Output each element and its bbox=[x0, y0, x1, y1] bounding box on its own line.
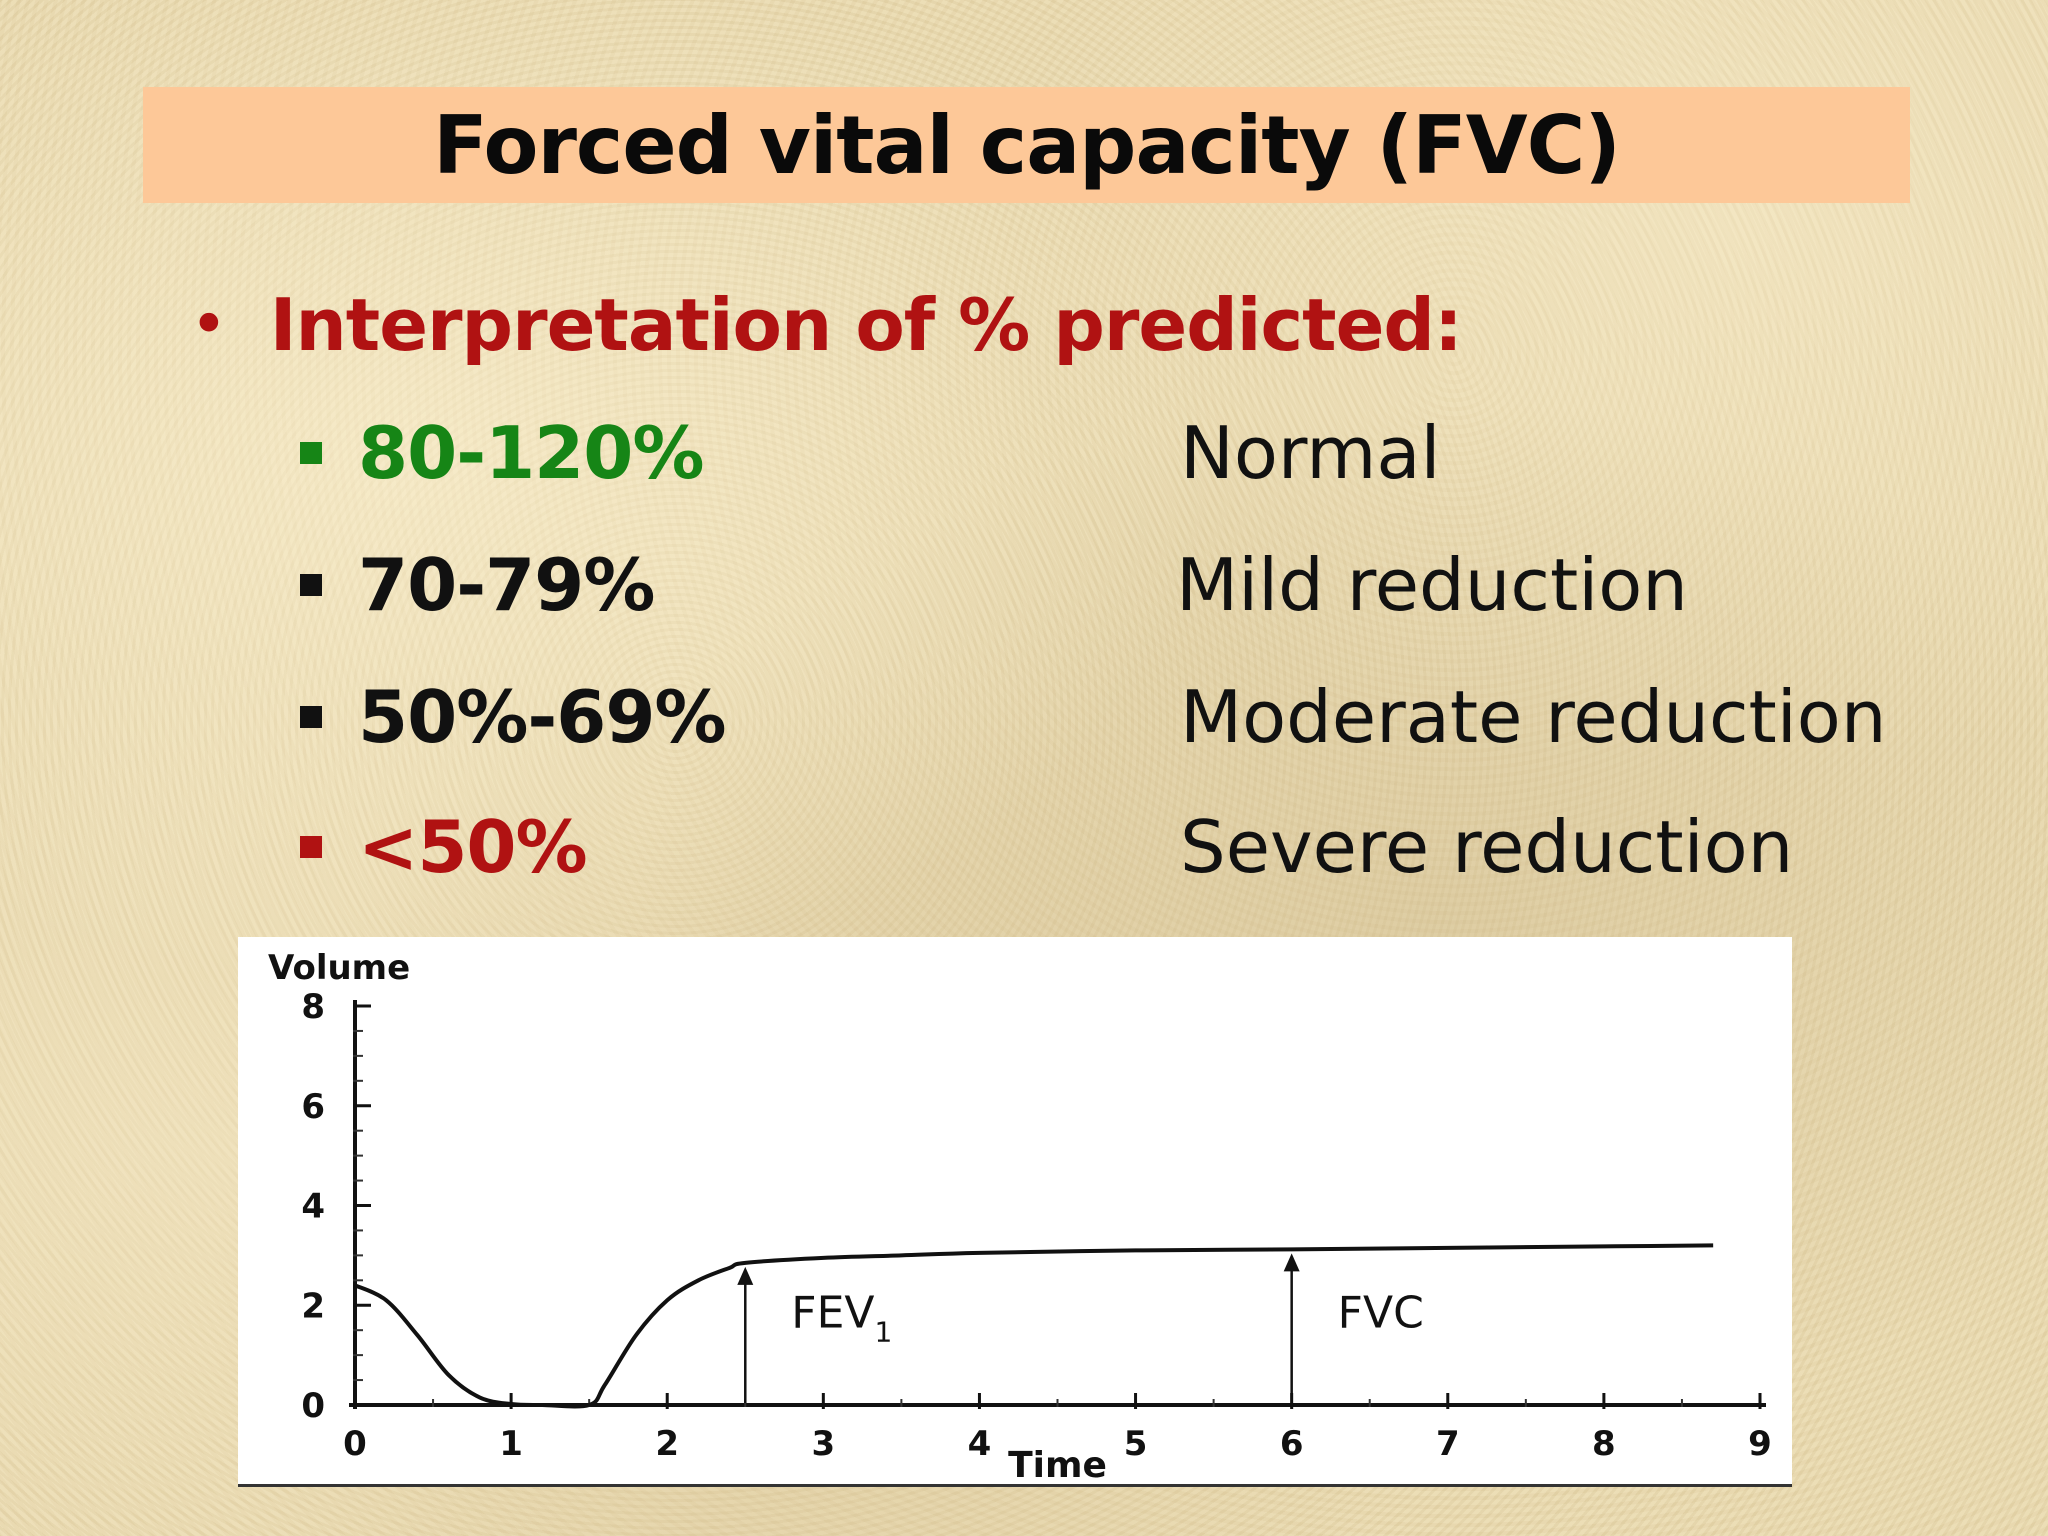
interpretation-row-moderate: 50%-69% Moderate reduction bbox=[300, 667, 2000, 767]
annotation-arrow-head bbox=[1283, 1253, 1300, 1272]
x-tick-label: 8 bbox=[1592, 1424, 1616, 1464]
title-band: Forced vital capacity (FVC) bbox=[143, 87, 1910, 203]
bullet-dot-icon: • bbox=[190, 288, 228, 362]
square-bullet-icon bbox=[300, 706, 322, 728]
y-tick-label: 4 bbox=[301, 1187, 325, 1227]
range-label: 70-79% bbox=[358, 543, 655, 627]
y-axis-label: Volume bbox=[268, 948, 410, 988]
x-tick-label: 1 bbox=[499, 1424, 523, 1464]
range-description: Severe reduction bbox=[1180, 805, 1794, 889]
annotation-arrow-head bbox=[737, 1266, 754, 1285]
main-bullet: • Interpretation of % predicted: bbox=[190, 280, 1463, 370]
x-tick-label: 6 bbox=[1280, 1424, 1304, 1464]
interpretation-row-severe: <50% Severe reduction bbox=[300, 797, 2000, 897]
interpretation-row-mild: 70-79% Mild reduction bbox=[300, 535, 2000, 635]
x-tick-label: 2 bbox=[655, 1424, 679, 1464]
slide-title: Forced vital capacity (FVC) bbox=[433, 98, 1621, 192]
square-bullet-icon bbox=[300, 836, 322, 858]
range-description: Moderate reduction bbox=[1180, 675, 1887, 759]
range-description: Mild reduction bbox=[1176, 543, 1688, 627]
interpretation-row-normal: 80-120% Normal bbox=[300, 403, 2000, 503]
y-tick-label: 6 bbox=[301, 1087, 325, 1127]
x-tick-label: 3 bbox=[811, 1424, 835, 1464]
square-bullet-icon bbox=[300, 442, 322, 464]
range-label: 50%-69% bbox=[358, 675, 727, 759]
spirometry-chart: Volume Time 0 2 4 6 8 0 1 2 3 4 5 6 7 8 9 FEV1 FVC bbox=[238, 937, 1792, 1487]
x-tick-label: 7 bbox=[1436, 1424, 1460, 1464]
fvc-label: FVC bbox=[1338, 1288, 1424, 1339]
range-label: 80-120% bbox=[358, 411, 705, 495]
main-bullet-text: Interpretation of % predicted: bbox=[269, 283, 1463, 367]
range-label: <50% bbox=[358, 805, 588, 889]
x-tick-label: 5 bbox=[1124, 1424, 1148, 1464]
chart-canvas: Volume Time 0 2 4 6 8 0 1 2 3 4 5 6 7 8 9 FEV1 FVC bbox=[268, 948, 1772, 1484]
volume-time-curve bbox=[354, 1243, 1714, 1409]
y-tick-label: 2 bbox=[301, 1286, 325, 1326]
fev1-label: FEV1 bbox=[791, 1288, 892, 1349]
y-tick-label: 8 bbox=[301, 987, 325, 1027]
x-tick-label: 9 bbox=[1748, 1424, 1772, 1464]
square-bullet-icon bbox=[300, 574, 322, 596]
fev1-subscript: 1 bbox=[874, 1316, 892, 1349]
range-description: Normal bbox=[1180, 411, 1441, 495]
x-axis-label: Time bbox=[1008, 1445, 1107, 1484]
x-tick-label: 4 bbox=[968, 1424, 992, 1464]
y-tick-label: 0 bbox=[301, 1386, 325, 1426]
x-tick-label: 0 bbox=[343, 1424, 367, 1464]
